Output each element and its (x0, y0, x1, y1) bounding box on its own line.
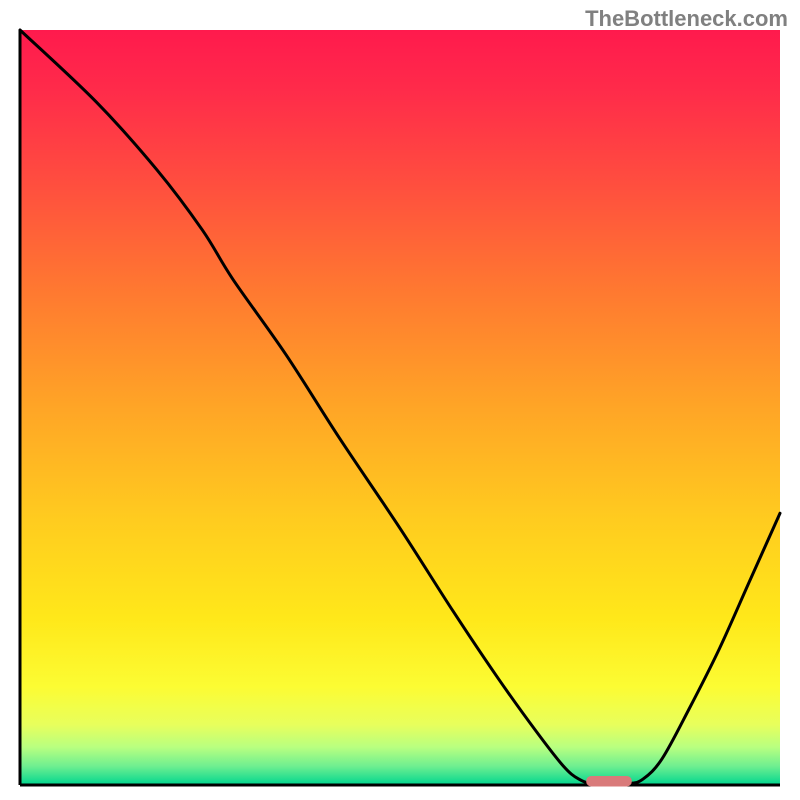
bottleneck-chart (0, 0, 800, 800)
optimal-marker (586, 776, 632, 787)
chart-container: { "watermark": { "text": "TheBottleneck.… (0, 0, 800, 800)
watermark-text: TheBottleneck.com (585, 6, 788, 32)
